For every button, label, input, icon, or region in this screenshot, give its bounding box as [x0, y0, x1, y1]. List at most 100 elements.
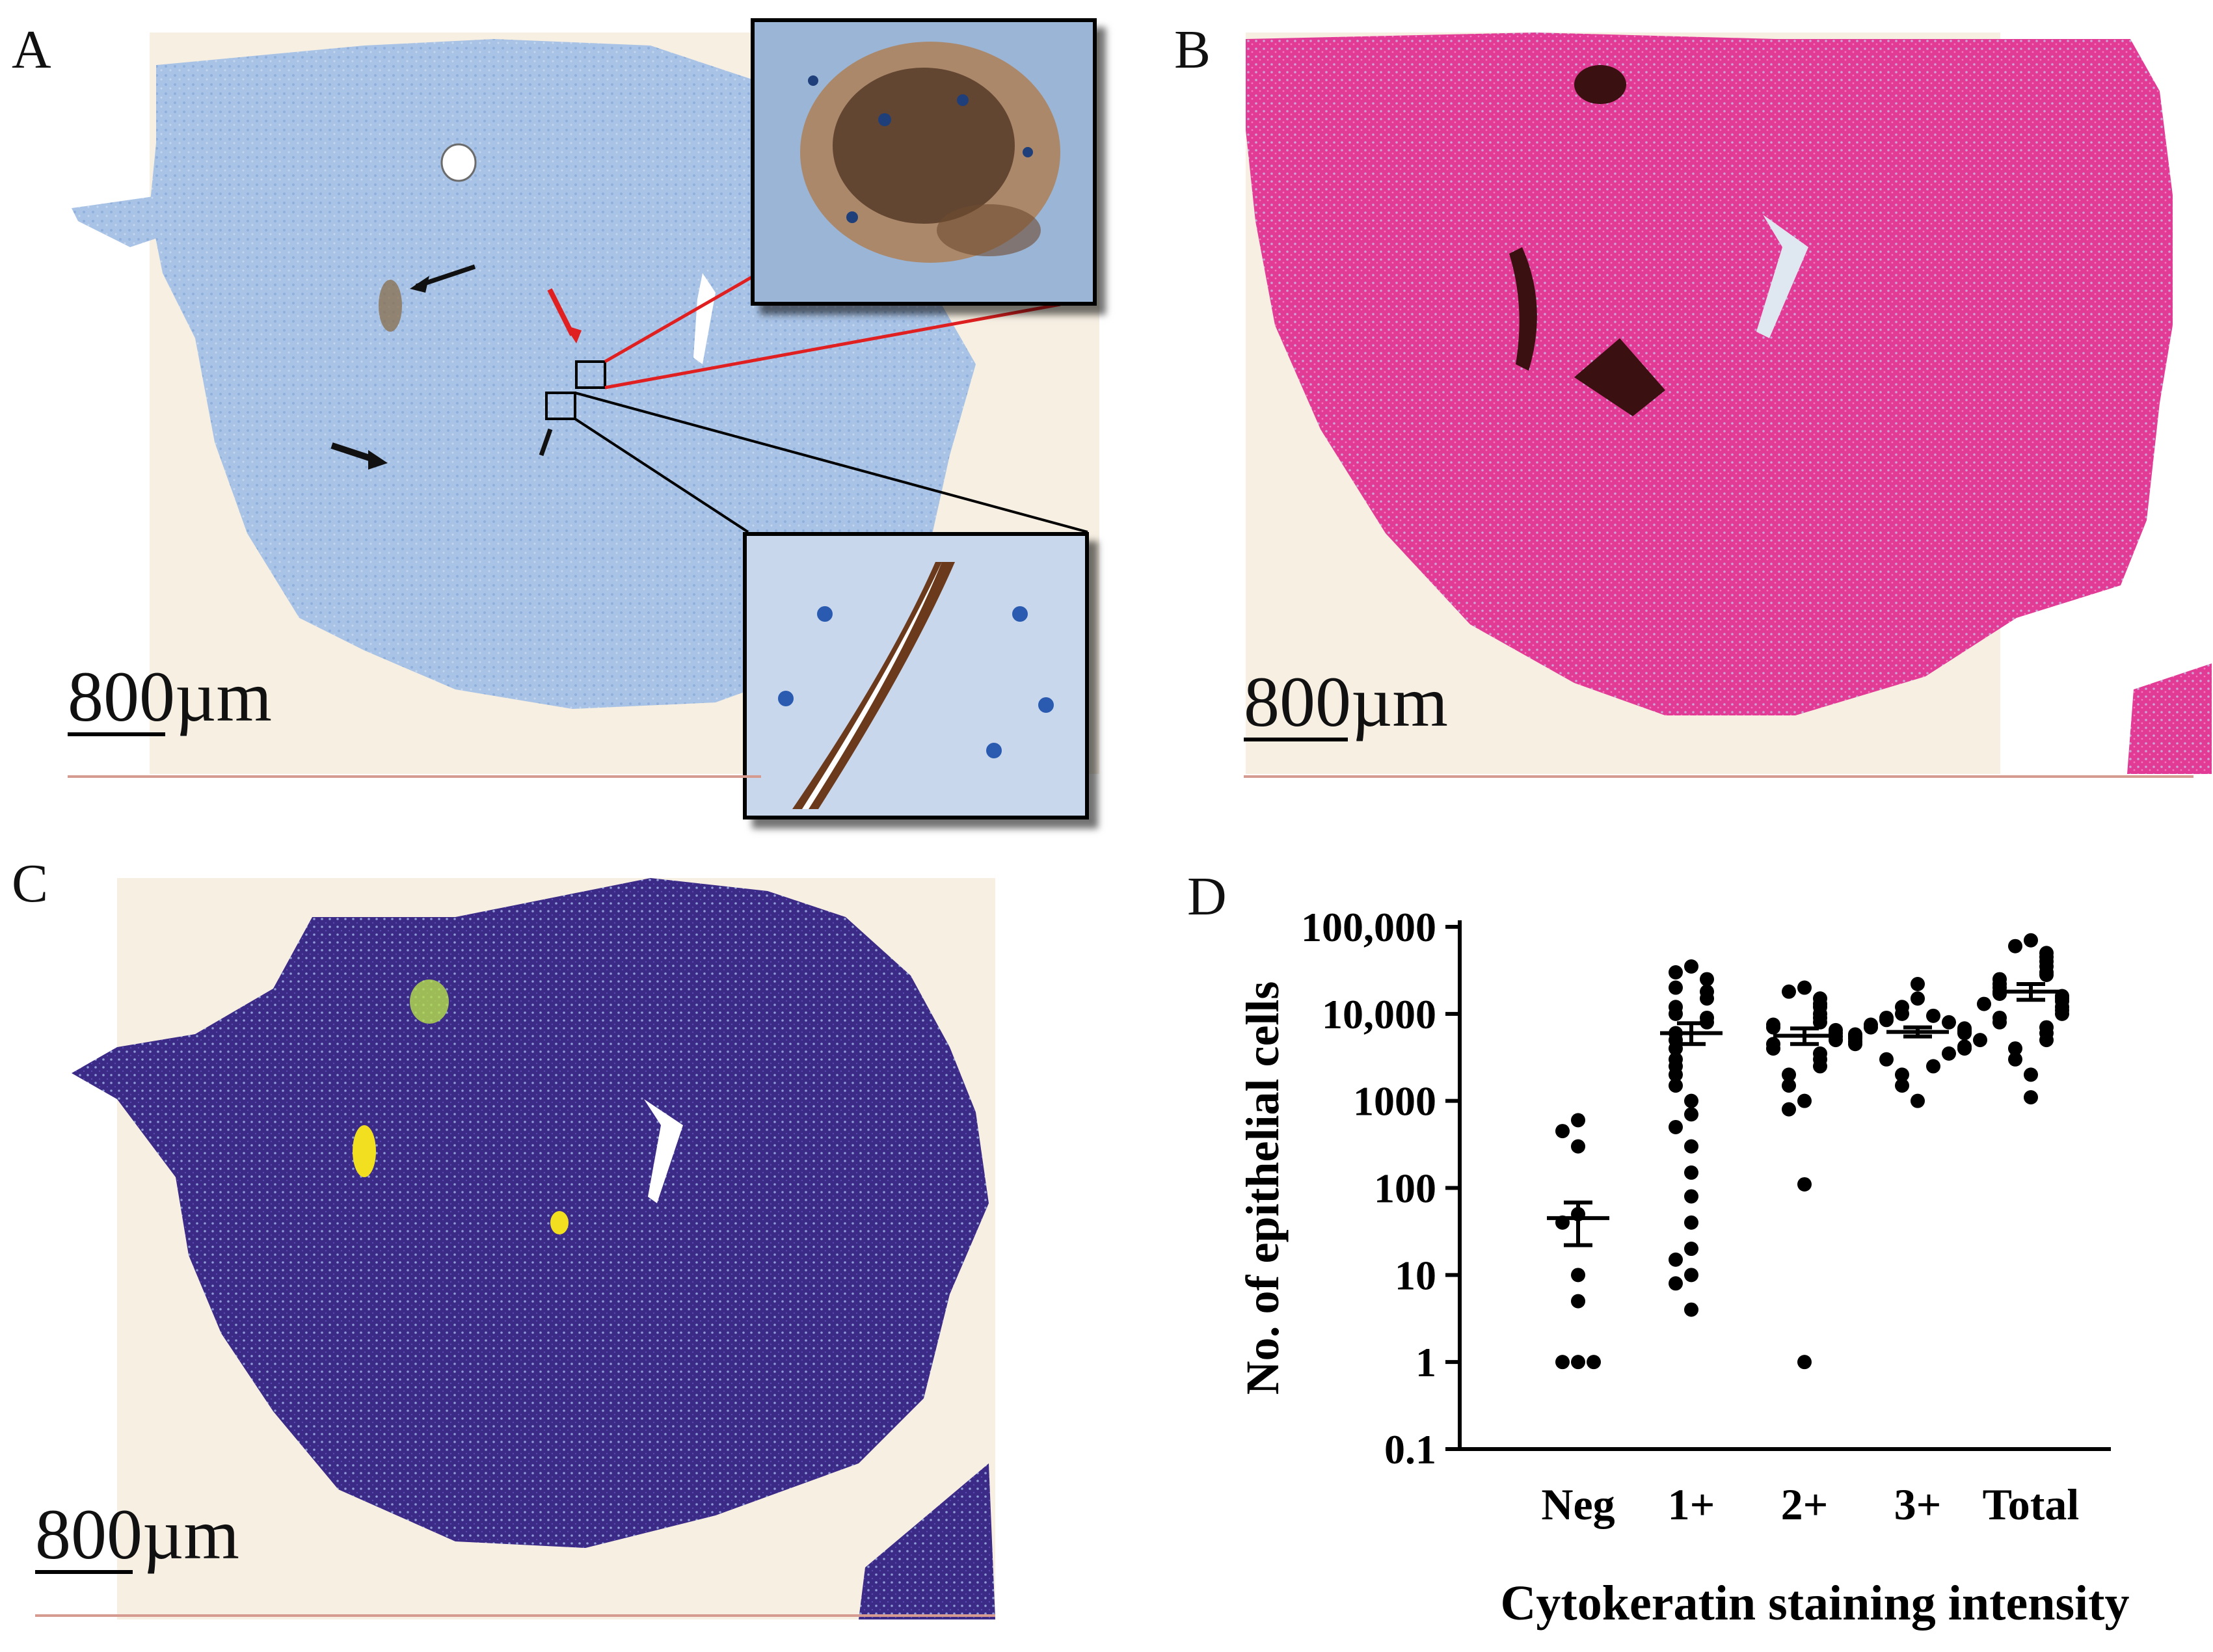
- data-point: [1911, 977, 1925, 992]
- data-point: [1684, 1189, 1698, 1204]
- data-point: [1992, 1015, 2007, 1030]
- data-point: [1669, 1078, 1683, 1093]
- panel-c: C 800µm: [0, 839, 1106, 1652]
- panel-c-letter: C: [12, 853, 49, 914]
- y-tick-label: 1000: [1353, 1078, 1436, 1125]
- panel-c-micrograph: [72, 878, 995, 1619]
- panel-b-letter: B: [1174, 20, 1211, 80]
- panel-d: D 0.1 1 10 100 1000 10,000 100,000 Neg 1+ 2+ 3+ Tot…: [1106, 839, 2213, 1652]
- data-point: [1782, 984, 1796, 999]
- data-point: [1684, 1268, 1698, 1283]
- x-axis-label: Cytokeratin staining intensity: [1501, 1576, 2130, 1631]
- data-point: [1957, 1041, 1972, 1056]
- data-point: [1797, 1093, 1812, 1108]
- data-point: [1766, 1020, 1780, 1035]
- data-point: [1700, 972, 1714, 987]
- data-point: [1555, 1124, 1570, 1139]
- data-point: [1992, 986, 2007, 1001]
- data-point: [1684, 1139, 1698, 1154]
- tissue-section-b: [1246, 33, 2173, 715]
- panel-b-scalebar: [1244, 738, 1348, 741]
- inset-upper-red: [751, 18, 1097, 306]
- data-point: [1766, 1041, 1780, 1056]
- data-point: [2008, 939, 2022, 953]
- data-point: [1977, 996, 1991, 1011]
- data-point: [1571, 1268, 1585, 1283]
- data-point: [1895, 1078, 1909, 1093]
- data-point: [1684, 1302, 1698, 1317]
- data-point: [1700, 1015, 1714, 1030]
- data-point: [1571, 1113, 1585, 1128]
- data-point: [2055, 1006, 2069, 1021]
- data-point: [1911, 1093, 1925, 1108]
- data-point: [1669, 1067, 1683, 1082]
- data-point: [1942, 1046, 1956, 1061]
- data-point: [1684, 1215, 1698, 1230]
- data-point: [1797, 1177, 1812, 1192]
- panel-b: B 800µm: [1106, 0, 2213, 826]
- panel-c-scalebar-label: 800µm: [35, 1495, 239, 1574]
- data-point: [1797, 1355, 1812, 1370]
- data-point: [1669, 1119, 1683, 1134]
- data-point: [1571, 1294, 1585, 1309]
- panel-b-micrograph: [1246, 33, 2212, 774]
- x-tick-label: 1+: [1668, 1480, 1715, 1529]
- data-point: [1571, 1139, 1585, 1154]
- panel-a-letter: A: [12, 20, 51, 80]
- data-point: [1782, 1102, 1796, 1117]
- data-point: [1669, 1006, 1683, 1021]
- data-point: [1587, 1355, 1601, 1370]
- y-tick-label: 100: [1374, 1166, 1436, 1212]
- data-point: [1669, 1276, 1683, 1291]
- panel-a: A: [0, 0, 1106, 826]
- panel-b-scalebar-label: 800µm: [1244, 662, 1448, 741]
- data-point: [1813, 1015, 1827, 1030]
- panel-a-scalebar: [68, 732, 165, 736]
- data-point: [1555, 1355, 1570, 1370]
- data-point: [1684, 1093, 1698, 1108]
- data-point: [1942, 1015, 1956, 1030]
- data-point: [2024, 1090, 2038, 1105]
- panel-d-letter: D: [1187, 866, 1227, 927]
- data-point: [2039, 967, 2054, 982]
- x-tick-label: 3+: [1894, 1480, 1942, 1529]
- data-point: [1684, 1107, 1698, 1122]
- scatter-chart: 0.1 1 10 100 1000 10,000 100,000 Neg 1+ 2+ 3+ Total…: [1237, 904, 2130, 1631]
- x-tick-label: Total: [1983, 1480, 2080, 1529]
- data-point: [1782, 1067, 1796, 1082]
- data-point: [1864, 1020, 1878, 1035]
- tissue-section-c: [72, 878, 989, 1548]
- data-point: [2008, 1052, 2022, 1067]
- data-point: [1926, 1008, 1940, 1023]
- data-point: [1911, 991, 1925, 1006]
- x-tick-label: Neg: [1541, 1480, 1615, 1529]
- y-axis-label: No. of epithelial cells: [1237, 981, 1289, 1395]
- panel-c-scalebar: [35, 1570, 133, 1574]
- data-point: [1895, 1006, 1909, 1021]
- data-point: [1957, 1026, 1972, 1041]
- data-point: [1684, 1165, 1698, 1180]
- panel-c-baseline: [35, 1614, 995, 1617]
- data-point: [1879, 1013, 1894, 1028]
- data-point: [1813, 1059, 1827, 1074]
- data-point: [1973, 1033, 1987, 1048]
- data-point: [1700, 991, 1714, 1006]
- data-point: [1669, 980, 1683, 995]
- data-point: [1669, 1252, 1683, 1267]
- panel-a-baseline: [68, 775, 761, 778]
- data-point: [1669, 965, 1683, 979]
- inset-lower-black: [743, 532, 1089, 819]
- x-tick-label: 2+: [1781, 1480, 1829, 1529]
- panel-b-baseline: [1244, 775, 2193, 778]
- data-point: [1848, 1037, 1862, 1052]
- y-tick-label: 100,000: [1301, 904, 1436, 950]
- data-point: [1926, 1059, 1940, 1074]
- data-point: [2024, 1067, 2038, 1082]
- data-point: [2024, 933, 2038, 948]
- data-point: [1895, 1067, 1909, 1082]
- y-tick-label: 1: [1415, 1339, 1436, 1385]
- data-point: [2039, 1033, 2054, 1048]
- data-point: [2008, 1041, 2022, 1056]
- data-point: [1684, 1242, 1698, 1257]
- y-tick-label: 10: [1395, 1252, 1436, 1298]
